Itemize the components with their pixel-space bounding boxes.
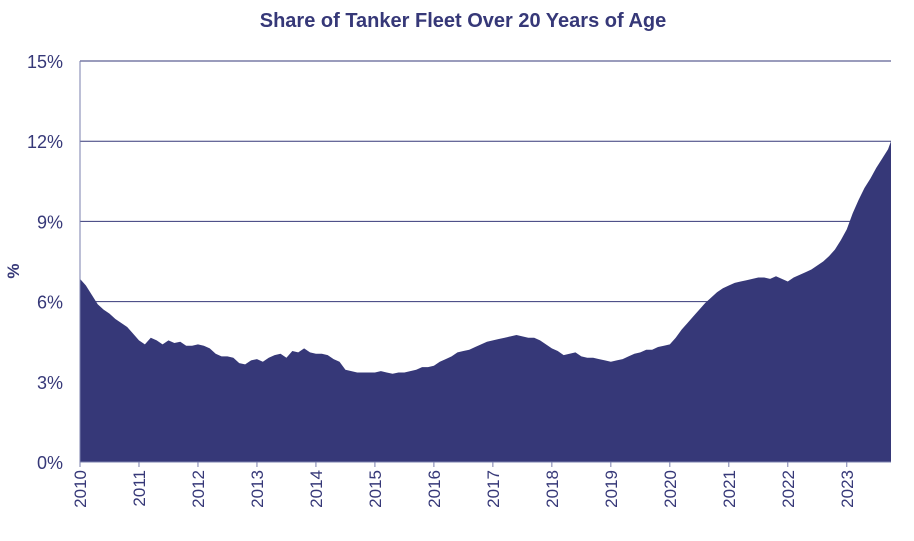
x-tick-label-7: 2017 [484, 470, 503, 508]
y-tick-label-5: 15% [27, 52, 63, 72]
y-tick-label-1: 3% [37, 373, 63, 393]
x-tick-label-9: 2019 [602, 470, 621, 508]
x-tick-label-2: 2012 [189, 470, 208, 508]
y-tick-label-4: 12% [27, 132, 63, 152]
x-tick-label-1: 2011 [130, 470, 149, 507]
x-tick-label-0: 2010 [71, 470, 90, 508]
chart-title: Share of Tanker Fleet Over 20 Years of A… [260, 10, 666, 32]
x-tick-label-4: 2014 [307, 470, 326, 508]
x-tick-label-10: 2020 [661, 470, 680, 508]
y-axis-ticks: 0% 3% 6% 9% 12% 15% [27, 52, 63, 473]
x-tick-label-5: 2015 [366, 470, 385, 508]
x-tick-label-8: 2018 [543, 470, 562, 508]
area-series [80, 141, 891, 462]
y-tick-label-0: 0% [37, 453, 63, 473]
x-tick-label-12: 2022 [779, 470, 798, 508]
x-axis-ticks: 2010 2011 2012 2013 2014 2015 2016 2017 2018 2019… [71, 462, 857, 508]
y-axis-label: % [4, 263, 23, 278]
axes [79, 61, 891, 463]
plot-area [80, 141, 891, 462]
x-tick-label-6: 2016 [425, 470, 444, 508]
x-tick-label-13: 2023 [838, 470, 857, 508]
x-tick-label-3: 2013 [248, 470, 267, 508]
y-tick-label-3: 9% [37, 212, 63, 232]
x-tick-label-11: 2021 [720, 470, 739, 508]
y-tick-label-2: 6% [37, 293, 63, 313]
